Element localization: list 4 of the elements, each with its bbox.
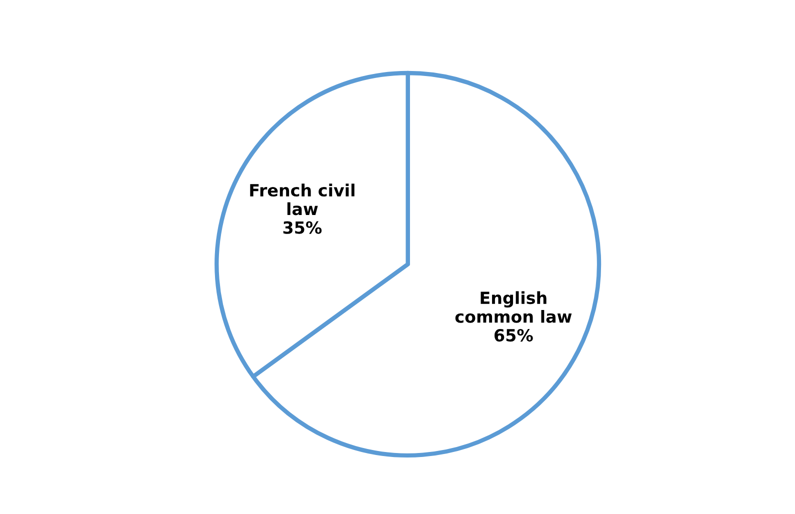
slice-label: English common law (455, 291, 572, 323)
data-label: 65% (494, 328, 533, 342)
data-label: 35% (283, 221, 322, 234)
slice-label: French civil law (250, 184, 354, 216)
